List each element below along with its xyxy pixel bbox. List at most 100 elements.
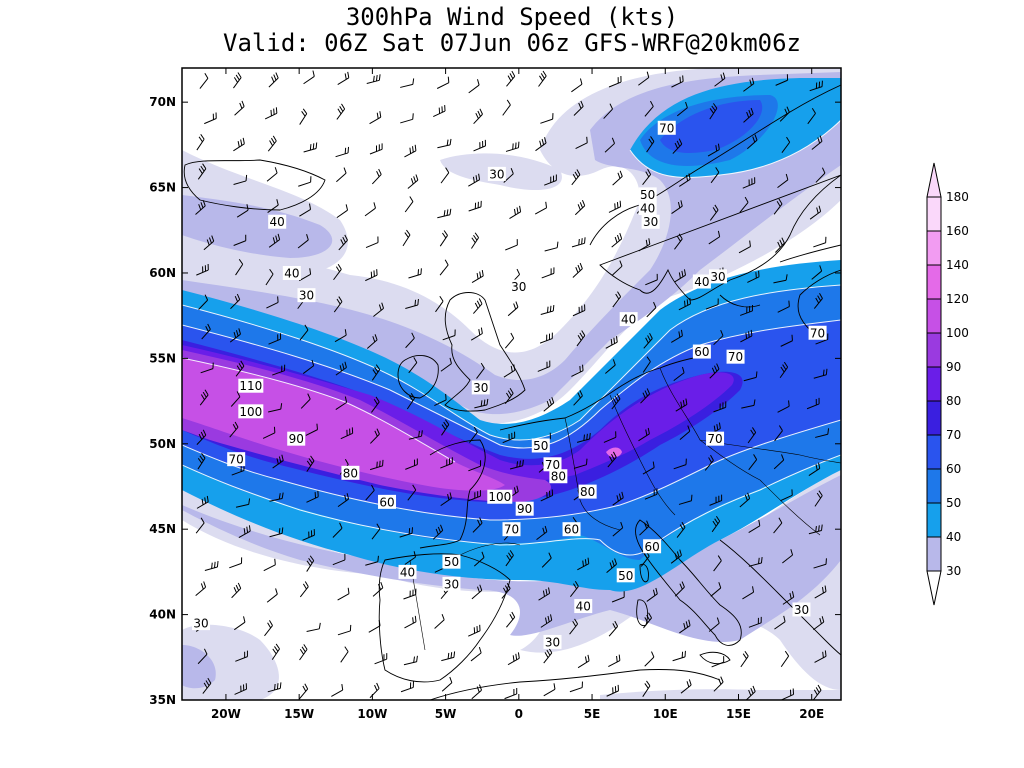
wind-barb xyxy=(638,427,650,442)
wind-barb xyxy=(468,624,481,637)
contour-label: 70 xyxy=(706,431,725,446)
wind-barb xyxy=(815,167,826,183)
contour-label: 30 xyxy=(487,166,506,181)
wind-barb xyxy=(371,364,381,381)
wind-barb xyxy=(740,650,749,668)
wind-barb xyxy=(340,646,349,663)
wind-barb xyxy=(743,371,758,382)
wind-barb xyxy=(571,169,581,186)
lat-tick-label: 50N xyxy=(149,437,176,451)
contour-label: 70 xyxy=(657,120,676,135)
colorbar-label: 160 xyxy=(946,224,969,238)
chart-title-line1: 300hPa Wind Speed (kts) xyxy=(345,3,679,31)
wind-barb xyxy=(440,167,450,184)
wind-barb xyxy=(408,430,423,440)
contour-label: 50 xyxy=(531,438,550,453)
wind-barb xyxy=(780,650,790,668)
wind-barb xyxy=(775,237,785,253)
colorbar-label: 30 xyxy=(946,564,961,578)
wind-barb xyxy=(267,682,282,693)
wind-barb xyxy=(503,364,516,378)
wind-barb xyxy=(472,298,483,314)
wind-barb xyxy=(266,296,279,309)
wind-barb xyxy=(541,267,555,279)
contour-label: 100 xyxy=(238,404,264,419)
wind-barb xyxy=(646,301,657,318)
wind-barb xyxy=(340,427,354,440)
svg-text:70: 70 xyxy=(504,523,519,537)
wind-barb xyxy=(813,293,823,309)
svg-text:80: 80 xyxy=(580,485,595,499)
wind-barb xyxy=(439,259,449,276)
wind-barb xyxy=(569,580,579,597)
colorbar-box xyxy=(926,502,942,538)
wind-barb xyxy=(306,622,321,632)
wind-barb xyxy=(675,398,688,412)
wind-barb xyxy=(440,457,453,469)
wind-barb xyxy=(229,557,243,569)
wind-barb xyxy=(704,454,714,471)
wind-barb xyxy=(441,676,453,692)
wind-barb xyxy=(231,582,242,599)
wind-barb xyxy=(639,520,650,536)
wind-barb xyxy=(473,551,485,567)
wind-barb xyxy=(405,298,419,309)
wind-barb xyxy=(234,616,246,631)
wind-barb xyxy=(811,265,823,280)
colorbar-box xyxy=(926,264,942,300)
wind-barb xyxy=(302,529,315,541)
wind-barb xyxy=(674,233,683,250)
wind-barb xyxy=(576,330,586,347)
wind-barb xyxy=(400,78,415,88)
wind-barb xyxy=(709,103,718,120)
wind-barb xyxy=(646,587,658,602)
wind-barb xyxy=(271,643,280,660)
wind-barb xyxy=(372,581,384,597)
wind-barb xyxy=(234,100,245,116)
contour-label: 30 xyxy=(297,288,316,303)
svg-text:70: 70 xyxy=(728,350,743,364)
wind-barb xyxy=(434,393,447,407)
wind-barb xyxy=(781,688,795,700)
wind-barb xyxy=(399,527,413,538)
wind-barb xyxy=(365,236,379,248)
svg-text:30: 30 xyxy=(643,215,658,229)
colorbar-label: 80 xyxy=(946,394,961,408)
wind-barb xyxy=(748,454,758,471)
wind-barb xyxy=(540,113,554,124)
wind-barb xyxy=(638,71,650,86)
contour-label: 60 xyxy=(692,344,711,359)
wind-barb xyxy=(612,521,624,537)
wind-barb xyxy=(708,617,720,632)
wind-barb xyxy=(440,492,452,507)
contour-label: 60 xyxy=(643,539,662,554)
contour-label: 30 xyxy=(192,616,211,631)
wind-barb xyxy=(773,274,788,284)
svg-text:30: 30 xyxy=(511,280,526,294)
wind-barb xyxy=(235,259,244,276)
wind-barb xyxy=(607,451,617,468)
wind-barb xyxy=(606,558,617,573)
wind-barb xyxy=(813,368,828,379)
wind-barb xyxy=(779,106,790,122)
wind-barb xyxy=(608,654,621,668)
wind-barb xyxy=(746,134,758,150)
wind-barb xyxy=(333,296,343,313)
wind-barb xyxy=(571,364,584,377)
wind-barb xyxy=(402,229,411,247)
colorbar-box xyxy=(926,230,942,266)
lat-tick-label: 35N xyxy=(149,693,176,707)
wind-barb xyxy=(408,268,422,279)
wind-barb xyxy=(574,200,586,216)
wind-barb xyxy=(266,588,278,603)
wind-barb xyxy=(233,137,245,152)
wind-barb xyxy=(612,491,624,506)
wind-barb xyxy=(509,459,524,470)
contour-label: 30 xyxy=(471,380,490,395)
wind-barb xyxy=(298,176,312,187)
wind-barb xyxy=(335,146,350,158)
wind-barb xyxy=(713,676,724,692)
lat-tick-label: 60N xyxy=(149,266,176,280)
wind-barb xyxy=(743,77,755,92)
wind-barb xyxy=(673,458,687,470)
